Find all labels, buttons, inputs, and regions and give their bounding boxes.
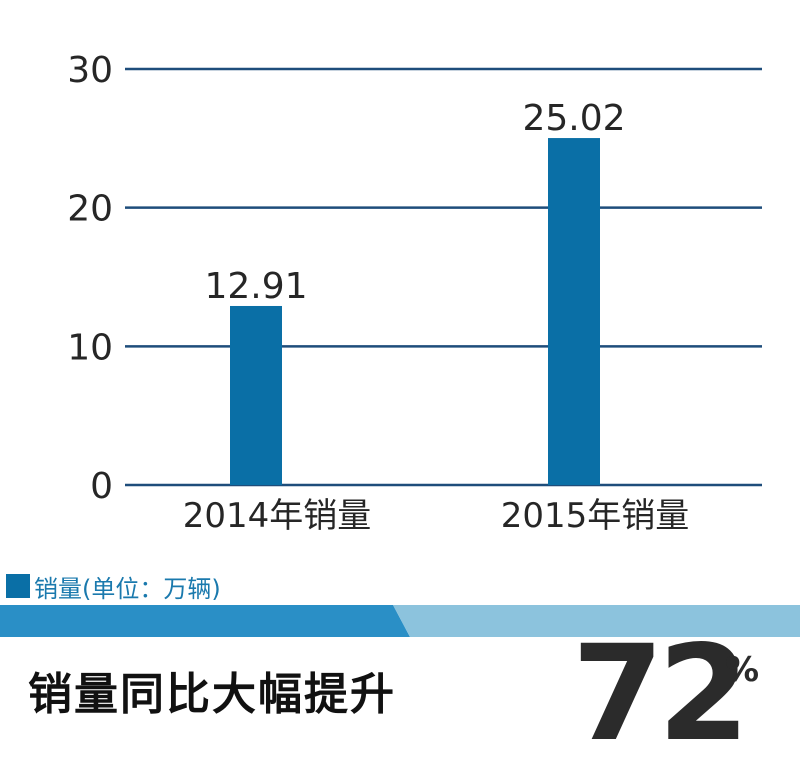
bar-chart: 0 10 20 30 12.91 2014年销量 25.02 2015年销量 — [67, 50, 762, 536]
bar-1 — [230, 305, 282, 485]
y-tick-label: 20 — [67, 189, 113, 230]
legend: 销量(单位：万辆) — [6, 569, 221, 603]
x-category-label: 2014年销量 — [183, 496, 372, 536]
bar-2 — [548, 138, 600, 485]
percent-sign: % — [725, 650, 760, 690]
data-label: 25.02 — [522, 98, 625, 139]
legend-swatch — [6, 574, 30, 598]
y-tick-label: 10 — [67, 327, 113, 368]
headline: 销量同比大幅提升 — [28, 669, 396, 720]
legend-label: 销量(单位：万辆) — [34, 574, 221, 603]
data-label: 12.91 — [204, 266, 307, 307]
growth-number: 72 — [572, 617, 750, 771]
y-tick-label: 30 — [67, 50, 113, 91]
y-tick-label: 0 — [90, 466, 113, 507]
x-category-label: 2015年销量 — [501, 496, 690, 536]
banner-stripe — [0, 605, 800, 637]
